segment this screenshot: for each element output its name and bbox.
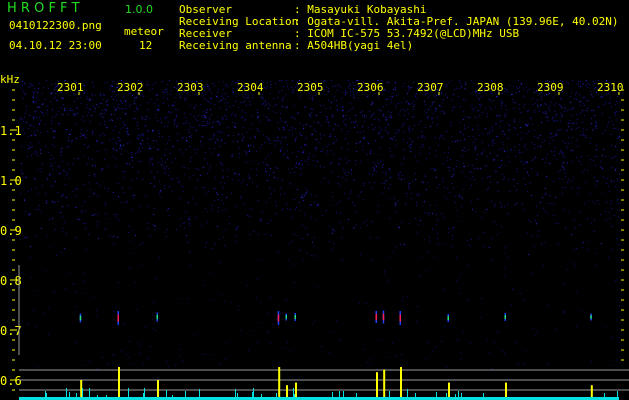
location-label: Receiving Location <box>179 15 299 28</box>
x-tick-label: 2304 <box>237 81 264 94</box>
histogram-noise-bar <box>235 389 236 397</box>
meteor-echo-core <box>375 314 377 320</box>
receiver-label: Receiver <box>179 27 232 40</box>
histogram-noise-bar <box>261 394 262 397</box>
app-version: 1.0.0 <box>125 3 153 16</box>
antenna-value: : A504HB(yagi 4el) <box>294 39 414 52</box>
histogram-noise-bar <box>446 393 447 397</box>
meteor-echo-core <box>277 314 280 322</box>
histogram-noise-bar <box>66 388 67 397</box>
histogram-noise-bar <box>252 392 253 397</box>
histogram-bar <box>278 367 281 399</box>
histogram-noise-bar <box>436 392 437 397</box>
histogram-bar <box>383 369 386 399</box>
histogram-noise-bar <box>339 391 340 397</box>
histogram-bar <box>157 380 159 399</box>
histogram-bar <box>80 380 83 399</box>
histogram-noise-bar <box>407 389 408 397</box>
histogram-noise-bar <box>461 393 462 397</box>
x-tick-label: 2307 <box>417 81 444 94</box>
x-tick-label: 2308 <box>477 81 504 94</box>
y-tick-label: 0.8 <box>0 274 22 288</box>
y-tick-label: 0.7 <box>0 324 22 338</box>
meteor-echo-core <box>590 315 592 319</box>
histogram-bar <box>286 385 288 399</box>
histogram-bar <box>118 367 120 399</box>
histogram-noise-bar <box>455 394 456 397</box>
x-tick-label: 2310 <box>597 81 624 94</box>
histogram-noise-bar <box>166 390 167 397</box>
receiver-value: : ICOM IC-575 53.7492(@LCD)MHz USB <box>294 27 520 40</box>
histogram-bar <box>376 372 378 399</box>
spectrogram-noise <box>20 80 620 370</box>
histogram-noise-bar <box>144 388 145 397</box>
histogram-bar <box>590 385 593 399</box>
x-tick-label: 2309 <box>537 81 564 94</box>
x-tick-label: 2303 <box>177 81 204 94</box>
histogram-noise-bar <box>332 392 333 397</box>
meteor-count: 12 <box>139 39 153 52</box>
histogram-noise-bar <box>253 388 254 397</box>
histogram-noise-bar <box>128 388 129 397</box>
histogram-noise-bar <box>617 391 618 397</box>
histogram-noise-bar <box>415 393 416 397</box>
histogram-noise-bar <box>82 388 83 397</box>
y-tick-label: 0.6 <box>0 374 22 388</box>
x-tick-label: 2305 <box>297 81 324 94</box>
histogram-noise-bar <box>76 393 77 397</box>
histogram-bar <box>505 382 507 399</box>
meteor-echo-core <box>117 314 119 322</box>
antenna-label: Receiving antenna <box>179 39 292 52</box>
histogram-noise-bar <box>172 395 173 397</box>
histogram-noise-bar <box>294 394 295 397</box>
histogram-noise-bar <box>483 393 484 397</box>
histogram-noise-bar <box>293 388 294 397</box>
file-name: 0410122300.png <box>9 19 102 32</box>
histogram-baseline <box>19 397 619 400</box>
x-tick-label: 2302 <box>117 81 144 94</box>
histogram-bar <box>448 382 450 399</box>
y-axis-unit: kHz <box>0 73 20 86</box>
histogram-bar <box>400 367 402 399</box>
histogram-noise-bar <box>604 393 605 397</box>
meteor-label: meteor <box>124 25 164 38</box>
histogram-noise-bar <box>45 391 46 397</box>
histogram-noise-bar <box>276 393 277 397</box>
histogram-noise-bar <box>185 391 186 397</box>
histogram-noise-bar <box>106 395 107 397</box>
file-datetime: 04.10.12 23:00 <box>9 39 102 52</box>
location-value: : Ogata-vill. Akita-Pref. JAPAN (139.96E… <box>294 15 619 28</box>
histogram-noise-bar <box>69 392 70 397</box>
meteor-echo-core <box>79 315 82 321</box>
y-tick-label: 1.0 <box>0 174 22 188</box>
observer-value: : Masayuki Kobayashi <box>294 3 427 16</box>
histogram-noise-bar <box>89 390 90 397</box>
app-logo: H R O F F T <box>7 1 80 16</box>
meteor-echo-core <box>285 315 287 319</box>
histogram-noise-bar <box>389 391 390 397</box>
observer-label: Observer <box>179 3 232 16</box>
histogram-noise-bar <box>458 391 459 397</box>
histogram-bar <box>295 382 297 399</box>
meteor-echo-core <box>294 315 296 319</box>
y-tick-label: 1.1 <box>0 124 22 138</box>
meteor-echo-core <box>156 314 158 320</box>
histogram-noise-bar <box>237 393 238 397</box>
meteor-echo-core <box>504 315 506 319</box>
x-tick-label: 2301 <box>57 81 84 94</box>
meteor-echo-core <box>447 316 449 320</box>
histogram-noise-bar <box>343 391 344 397</box>
histogram-noise-bar <box>356 393 357 397</box>
histogram-noise-bar <box>143 393 144 397</box>
y-tick-label: 0.9 <box>0 224 22 238</box>
histogram-noise-bar <box>199 389 200 397</box>
x-tick-label: 2306 <box>357 81 384 94</box>
meteor-echo-core <box>399 314 401 322</box>
histogram-noise-bar <box>97 395 98 397</box>
meteor-echo-core <box>382 313 385 321</box>
histogram-noise-bar <box>46 393 47 397</box>
